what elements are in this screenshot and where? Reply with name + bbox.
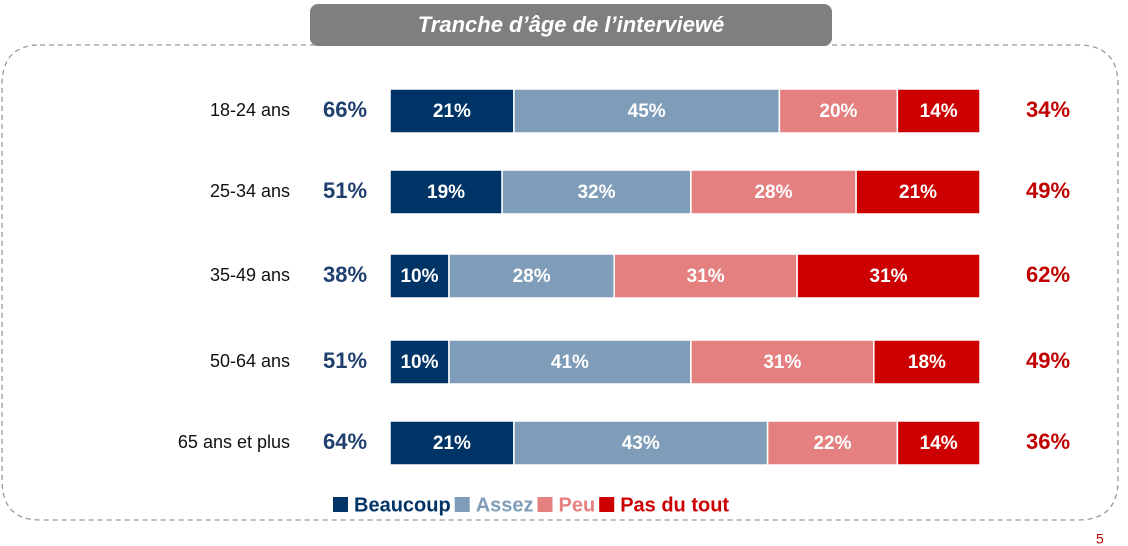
legend-swatch (454, 497, 470, 512)
bar-segment (448, 339, 692, 385)
segment-label: 32% (577, 182, 615, 203)
right-total: 62% (1026, 262, 1070, 287)
bar-segment (513, 88, 781, 134)
left-total: 64% (323, 429, 367, 454)
bar-segment (896, 420, 981, 466)
segment-label: 21% (433, 433, 471, 454)
legend-label: Beaucoup (354, 494, 451, 516)
left-total: 51% (323, 348, 367, 373)
category-label: 25-34 ans (210, 181, 290, 201)
bar-segment (855, 169, 981, 215)
category-label: 50-64 ans (210, 351, 290, 371)
legend-label: Pas du tout (620, 494, 729, 516)
bar-segment (501, 169, 692, 215)
segment-label: 22% (813, 433, 851, 454)
left-total: 51% (323, 178, 367, 203)
segment-label: 14% (920, 433, 958, 454)
right-total: 49% (1026, 348, 1070, 373)
bar-segment (896, 88, 981, 134)
right-total: 34% (1026, 97, 1070, 122)
segment-label: 31% (763, 352, 801, 373)
legend-label: Assez (476, 494, 534, 516)
legend-swatch (537, 497, 553, 512)
segment-label: 14% (920, 101, 958, 122)
segment-label: 28% (754, 182, 792, 203)
segment-label: 43% (622, 433, 660, 454)
legend-swatch (333, 497, 348, 512)
category-label: 35-49 ans (210, 265, 290, 285)
bar-segment (448, 253, 615, 299)
left-total: 66% (323, 97, 367, 122)
bar-segment (513, 420, 769, 466)
segment-label: 41% (551, 352, 589, 373)
bar-segment (778, 88, 899, 134)
segment-label: 19% (427, 182, 465, 203)
segment-label: 10% (400, 352, 438, 373)
left-total: 38% (323, 262, 367, 287)
segment-label: 21% (899, 182, 937, 203)
page-number: 5 (1096, 531, 1104, 546)
bar-segment (796, 253, 981, 299)
segment-label: 31% (687, 266, 725, 287)
category-label: 18-24 ans (210, 100, 290, 120)
bar-segment (389, 420, 515, 466)
title-box (310, 4, 832, 46)
bar-segment (690, 339, 875, 385)
legend-label: Peu (559, 494, 596, 516)
bar-segment (873, 339, 981, 385)
chart-title: Tranche d’âge de l’interviewé (418, 12, 725, 37)
right-total: 36% (1026, 429, 1070, 454)
legend-swatch (599, 497, 615, 512)
segment-label: 31% (870, 266, 908, 287)
segment-label: 21% (433, 101, 471, 122)
right-total: 49% (1026, 178, 1070, 203)
segment-label: 18% (908, 352, 946, 373)
bar-segment (389, 253, 450, 299)
segment-label: 10% (400, 266, 438, 287)
segment-label: 20% (819, 101, 857, 122)
segment-label: 45% (628, 101, 666, 122)
bar-segment (690, 169, 857, 215)
bar-segment (613, 253, 798, 299)
segment-label: 28% (513, 266, 551, 287)
category-label: 65 ans et plus (178, 432, 290, 452)
frame (1, 44, 1119, 521)
